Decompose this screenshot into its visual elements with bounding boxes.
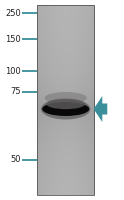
- Text: 150: 150: [5, 34, 21, 44]
- Text: 100: 100: [5, 66, 21, 75]
- FancyArrow shape: [94, 96, 107, 122]
- Bar: [37, 5, 94, 195]
- Text: 250: 250: [5, 8, 21, 18]
- Ellipse shape: [41, 98, 90, 119]
- Text: 50: 50: [11, 156, 21, 164]
- Text: 75: 75: [10, 88, 21, 97]
- Ellipse shape: [42, 102, 89, 116]
- Ellipse shape: [46, 99, 85, 109]
- Ellipse shape: [45, 92, 87, 104]
